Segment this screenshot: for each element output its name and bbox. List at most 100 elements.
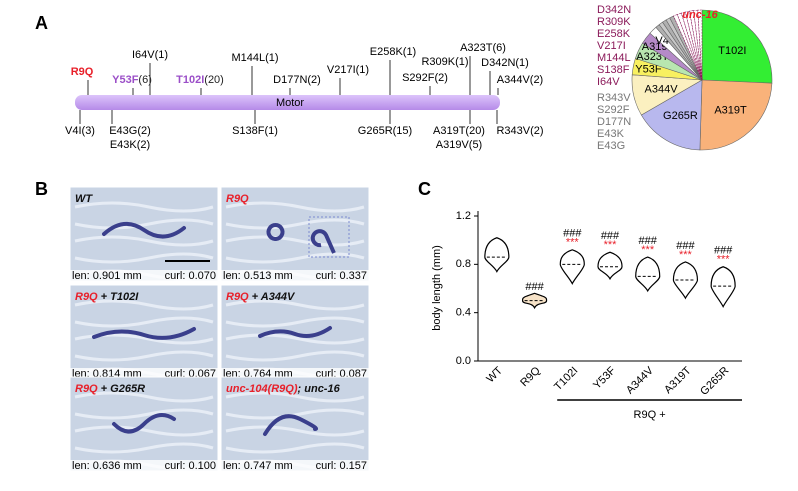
mutation-label: S292F(2) (402, 72, 448, 84)
texture (225, 235, 365, 247)
pie-slice (640, 79, 703, 151)
worm (263, 414, 318, 436)
violin (484, 237, 510, 273)
text-part: V217I(1) (327, 64, 369, 76)
info-strip (70, 270, 218, 281)
mutation-label: D342N(1) (481, 57, 529, 69)
pie-legend: M144L (597, 52, 631, 64)
text-part: (6) (138, 74, 151, 86)
pie-title: unc-16 (682, 9, 718, 21)
text-part: R9Q (75, 291, 98, 303)
x-tick-label: G265R (698, 365, 731, 398)
domain-label: Motor (276, 97, 304, 109)
worm (266, 223, 285, 241)
mutation-label: T102I(20) (176, 74, 224, 86)
length-text: len: 0.636 mm (72, 460, 142, 472)
sig-hash: ### (563, 228, 582, 240)
texture (225, 201, 365, 213)
texture (74, 252, 214, 264)
mutation-label: M144L(1) (231, 52, 278, 64)
x-tick-label: T102I (552, 365, 580, 393)
texture (225, 252, 365, 264)
texture (225, 391, 365, 403)
text-part: + T102I (98, 291, 140, 303)
pie-legend: I64V (597, 76, 620, 88)
pie-legend: R309K (597, 16, 631, 28)
panel-label: A (35, 13, 48, 33)
text-part: WT (75, 193, 93, 205)
worm (102, 222, 186, 239)
texture (225, 442, 365, 454)
mutation-label: E43G(2) (109, 125, 151, 137)
y-tick-label: 0.0 (456, 355, 471, 367)
zoom-box (308, 216, 350, 258)
mutation-label: A319V(5) (436, 139, 482, 151)
tile-title: R9Q + T102I (75, 291, 139, 303)
text-part: A323T(6) (460, 42, 506, 54)
pie-slice (701, 9, 773, 84)
curl-text: curl: 0.100 (165, 460, 216, 472)
pie-slice (689, 10, 703, 81)
text-part: R9Q (226, 193, 249, 205)
mutation-label: A319T(20) (433, 125, 485, 137)
info-strip (221, 270, 369, 281)
info-strip (221, 460, 369, 471)
sig-hash: ### (639, 235, 658, 247)
x-tick-label: R9Q (518, 364, 543, 389)
text-part: R309K(1) (421, 56, 468, 68)
pie-legend: D177N (597, 116, 631, 128)
mutation-label: G265R(15) (358, 125, 412, 137)
text-part: unc-104(R9Q) (226, 383, 298, 395)
info-strip (221, 368, 369, 379)
slice-label: Y53F (635, 63, 662, 75)
text-part: D342N(1) (481, 57, 529, 69)
y-tick-label: 0.4 (456, 307, 471, 319)
texture (225, 316, 365, 328)
info-strip (70, 460, 218, 471)
pie-legend: E43G (597, 140, 625, 152)
text-part: A344V(2) (497, 74, 543, 86)
mutation-label: A323T(6) (460, 42, 506, 54)
mutation-label: A344V(2) (497, 74, 543, 86)
text-part: + G265R (98, 383, 145, 395)
violin (559, 249, 585, 286)
mutation-label: R9Q (71, 66, 94, 78)
pie-slice (693, 9, 703, 81)
mutation-label: V217I(1) (327, 64, 369, 76)
worm (310, 229, 336, 254)
texture (74, 350, 214, 362)
texture (74, 425, 214, 437)
text-part: ; unc-16 (298, 383, 341, 395)
slice-label: A344V (645, 83, 679, 95)
tile-title: R9Q + A344V (226, 291, 296, 303)
text-part: E258K(1) (370, 46, 416, 58)
tile-title: R9Q (226, 193, 249, 205)
sig-hash: ### (525, 281, 544, 293)
slice-label: T102I (718, 45, 746, 57)
text-part: I64V(1) (132, 49, 168, 61)
y-tick-label: 1.2 (456, 210, 471, 222)
pie-slice (677, 12, 703, 81)
panel-label: C (418, 179, 431, 199)
worm (92, 327, 196, 340)
texture (74, 316, 214, 328)
text-part: R9Q (75, 383, 98, 395)
violin (521, 292, 548, 310)
mutation-label: I64V(1) (132, 49, 168, 61)
texture (225, 333, 365, 345)
length-text: len: 0.513 mm (223, 270, 293, 282)
sig-star: *** (604, 239, 618, 251)
text-part: M144L(1) (231, 52, 278, 64)
text-part: R9Q (226, 291, 249, 303)
pie-slice (685, 10, 703, 81)
texture (225, 218, 365, 230)
tile-title: unc-104(R9Q); unc-16 (226, 383, 341, 395)
text-part: Y53F (112, 74, 139, 86)
tile-title: R9Q + G265R (75, 383, 145, 395)
curl-text: curl: 0.070 (165, 270, 216, 282)
mutation-label: R309K(1) (421, 56, 468, 68)
sig-hash: ### (714, 245, 733, 257)
curl-text: curl: 0.157 (316, 460, 367, 472)
text-part: S292F(2) (402, 72, 448, 84)
